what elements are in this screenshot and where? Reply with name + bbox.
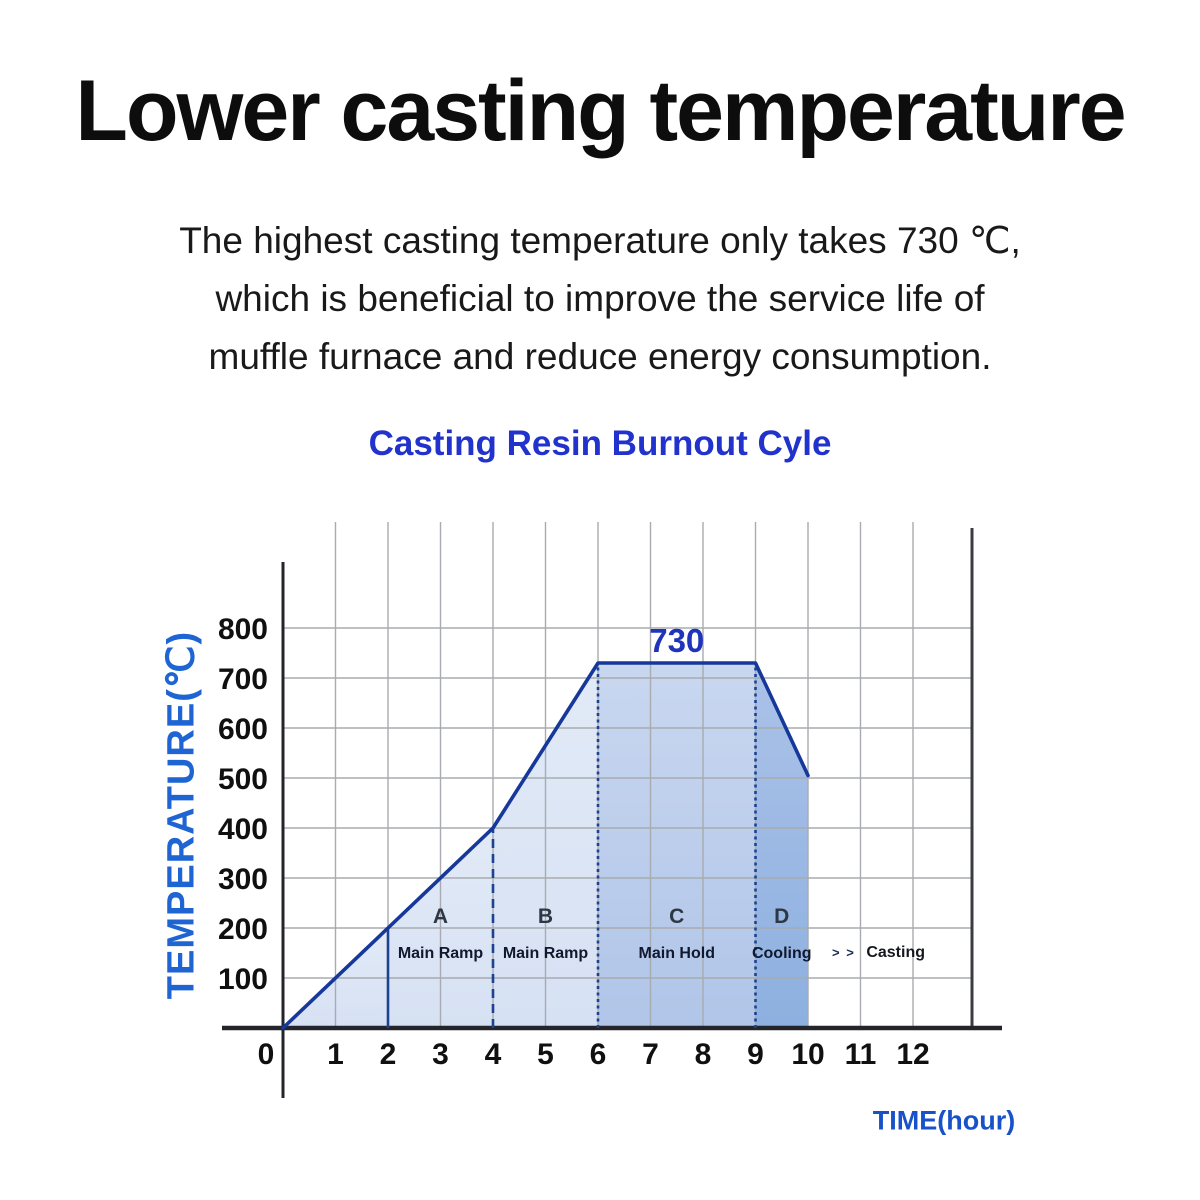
temperature-profile-line — [281, 661, 810, 1030]
x-tick-label: 6 — [590, 1038, 607, 1071]
x-tick-label: 3 — [432, 1038, 449, 1071]
segment-label-B: Main Ramp — [503, 945, 589, 962]
x-tick-label: 10 — [791, 1038, 824, 1071]
description-paragraph: The highest casting temperature only tak… — [0, 212, 1200, 386]
x-tick-label: 1 — [327, 1038, 344, 1071]
y-tick-label: 800 — [218, 613, 268, 646]
description-line-1: The highest casting temperature only tak… — [179, 220, 1021, 261]
segment-letter-D: D — [774, 905, 789, 928]
x-tick-label: 7 — [642, 1038, 659, 1071]
segment-fill-C — [598, 663, 756, 1028]
x-tick-label: 0 — [258, 1038, 275, 1071]
x-tick-label: 4 — [485, 1038, 502, 1071]
y-tick-label: 500 — [218, 763, 268, 796]
y-tick-label: 600 — [218, 713, 268, 746]
description-line-3: muffle furnace and reduce energy consump… — [208, 336, 992, 377]
y-tick-label: 700 — [218, 663, 268, 696]
x-tick-label: 5 — [537, 1038, 554, 1071]
segment-letter-A: A — [433, 905, 448, 928]
x-tick-label: 9 — [747, 1038, 764, 1071]
y-tick-label: 400 — [218, 813, 268, 846]
chart-title: Casting Resin Burnout Cyle — [368, 424, 832, 463]
segment-letter-B: B — [538, 905, 553, 928]
casting-annotation: Casting — [866, 944, 925, 961]
y-tick-label: 300 — [218, 863, 268, 896]
x-tick-label: 8 — [695, 1038, 712, 1071]
segment-fill-D — [755, 663, 808, 1028]
flow-arrow-annotation: > > — [832, 945, 855, 960]
segment-letter-C: C — [669, 905, 684, 928]
segment-label-A: Main Ramp — [398, 945, 484, 962]
description-line-2: which is beneficial to improve the servi… — [215, 278, 985, 319]
x-axis-title: TIME(hour) — [872, 1105, 1016, 1136]
x-tick-label: 2 — [380, 1038, 397, 1071]
page-title: Lower casting temperature — [75, 63, 1126, 159]
y-axis-title: TEMPERATURE(℃) — [160, 630, 203, 1000]
peak-value-label: 730 — [649, 622, 704, 659]
x-tick-label: 12 — [896, 1038, 929, 1071]
x-tick-label: 11 — [845, 1038, 877, 1071]
y-tick-label: 200 — [218, 913, 268, 946]
segment-label-C: Main Hold — [639, 945, 715, 962]
y-tick-label: 100 — [218, 963, 268, 996]
segment-label-D: Cooling — [752, 945, 812, 962]
